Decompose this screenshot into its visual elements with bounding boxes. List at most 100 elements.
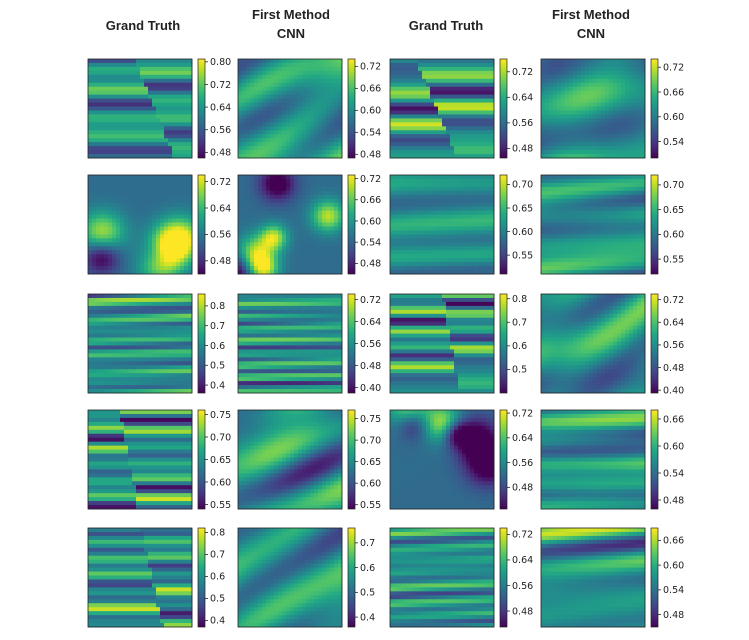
heatmap-cell [278, 59, 283, 64]
heatmap-cell [294, 218, 299, 223]
heatmap-cell [132, 59, 137, 64]
heatmap-cell [104, 202, 109, 208]
heatmap-cell [593, 90, 598, 96]
heatmap-cell [633, 74, 638, 80]
heatmap-cell [454, 74, 459, 80]
heatmap-cell [418, 206, 423, 212]
heatmap-cell [482, 78, 487, 84]
heatmap-cell [286, 78, 291, 84]
heatmap-cell [621, 154, 626, 159]
heatmap-cell [490, 82, 495, 88]
heatmap-cell [338, 62, 343, 68]
heatmap-cell [278, 234, 283, 239]
heatmap-cell [581, 214, 586, 219]
heatmap-cell [108, 250, 113, 255]
heatmap-cell [621, 182, 626, 188]
heatmap-cell [577, 94, 582, 99]
heatmap-cell [434, 182, 439, 188]
heatmap-cell [338, 186, 343, 192]
heatmap-cell [314, 110, 319, 115]
heatmap-cell [434, 130, 439, 135]
heatmap-cell [545, 82, 550, 88]
heatmap-cell [120, 250, 125, 255]
heatmap-cell [398, 258, 403, 263]
heatmap-cell [128, 98, 133, 103]
heatmap-cell [557, 175, 562, 180]
heatmap-cell [617, 146, 622, 151]
heatmap-cell [641, 130, 646, 135]
heatmap-cell [629, 82, 634, 88]
heatmap-cell [100, 138, 105, 143]
colorbar-tick-label: 0.66 [663, 87, 684, 98]
heatmap-cell [302, 266, 307, 271]
heatmap-cell [258, 246, 263, 251]
heatmap-cell [390, 190, 395, 196]
heatmap-cell [184, 130, 189, 135]
heatmap-cell [318, 186, 323, 192]
heatmap-cell [398, 110, 403, 115]
heatmap-cell [394, 102, 399, 107]
heatmap-cell [589, 118, 594, 123]
heatmap-cell [180, 218, 185, 223]
heatmap-cell [156, 122, 161, 127]
heatmap-cell [164, 59, 169, 64]
heatmap-cell [637, 206, 642, 212]
heatmap-cell [286, 114, 291, 119]
heatmap-cell [168, 270, 173, 275]
heatmap-cell [398, 178, 403, 184]
heatmap-cell [390, 66, 395, 72]
heatmap-cell [402, 62, 407, 68]
heatmap-cell [298, 190, 303, 196]
heatmap-cell [290, 146, 295, 151]
heatmap-cell [565, 122, 570, 127]
heatmap-cell [294, 74, 299, 80]
heatmap-cell [422, 186, 427, 192]
heatmap-cell [266, 218, 271, 223]
heatmap-cell [172, 250, 177, 255]
heatmap-cell [318, 206, 323, 212]
heatmap-cell [104, 210, 109, 215]
heatmap-cell [394, 258, 399, 263]
heatmap-cell [470, 182, 475, 188]
heatmap-cell [148, 198, 153, 204]
heatmap-cell [148, 222, 153, 227]
heatmap-cell [286, 234, 291, 239]
heatmap-cell [605, 178, 610, 184]
column-title: Grand Truth [106, 18, 180, 33]
heatmap-cell [262, 270, 267, 275]
heatmap-cell [398, 254, 403, 259]
colorbar [347, 174, 356, 275]
heatmap-cell [545, 98, 550, 103]
heatmap-cell [294, 190, 299, 196]
heatmap-cell [310, 214, 315, 219]
heatmap-cell [573, 142, 578, 147]
colorbar-tick-label: 0.48 [210, 256, 231, 267]
heatmap-cell [326, 238, 331, 243]
heatmap-cell [132, 122, 137, 127]
heatmap-cell [274, 90, 279, 96]
heatmap-cell [148, 218, 153, 223]
heatmap-cell [545, 78, 550, 84]
heatmap-cell [238, 66, 243, 72]
heatmap-cell [176, 106, 181, 111]
heatmap-cell [438, 106, 443, 111]
heatmap-cell [406, 198, 411, 204]
heatmap-cell [140, 202, 145, 208]
heatmap-cell [613, 114, 618, 119]
heatmap-cell [258, 175, 263, 180]
heatmap-cell [246, 142, 251, 147]
heatmap-cell [589, 74, 594, 80]
heatmap-cell [565, 102, 570, 107]
heatmap-cell [168, 154, 173, 159]
heatmap-cell [625, 118, 630, 123]
heatmap-cell [266, 210, 271, 215]
heatmap-cell [88, 258, 93, 263]
heatmap-cell [108, 190, 113, 196]
heatmap-cell [172, 138, 177, 143]
heatmap-cell [434, 206, 439, 212]
heatmap-cell [156, 202, 161, 208]
heatmap-cell [318, 134, 323, 139]
heatmap-cell [278, 218, 283, 223]
heatmap-cell [148, 82, 153, 88]
heatmap-cell [330, 66, 335, 72]
